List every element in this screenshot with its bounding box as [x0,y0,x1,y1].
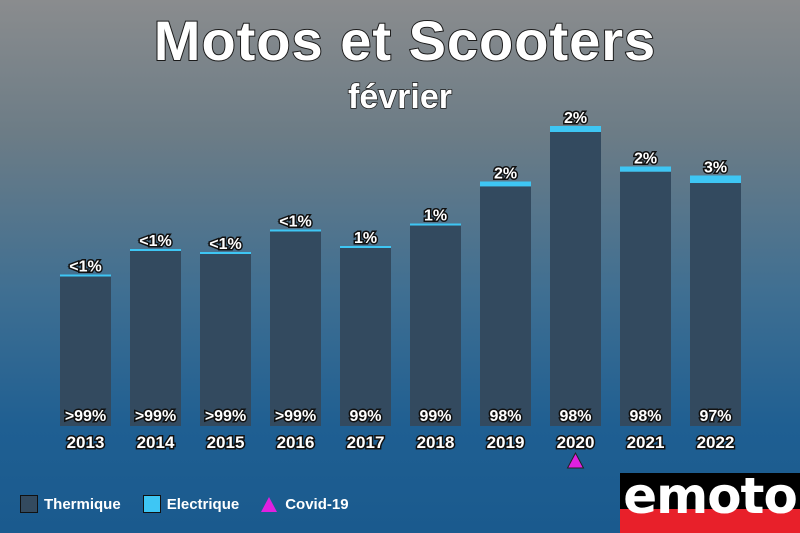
label-thermique-2017: 99% [349,408,381,425]
chart-subtitle: février [347,77,452,117]
x-tick-label-2019: 2019 [487,433,525,452]
bar-thermique-2014 [130,251,181,426]
bar-electrique-2015 [200,252,251,254]
x-tick-label-2013: 2013 [67,433,105,452]
bar-electrique-2014 [130,249,181,251]
logo-text: emoto [623,473,798,525]
label-electrique-2021: 2% [634,151,657,168]
covid-triangle-icon [261,496,278,512]
bar-electrique-2017 [340,246,391,248]
bar-electrique-2022 [690,175,741,184]
label-electrique-2015: <1% [209,236,241,253]
x-tick-label-2016: 2016 [277,433,315,452]
label-thermique-2014: >99% [135,408,176,425]
label-electrique-2014: <1% [139,233,171,250]
bar-thermique-2018 [410,225,461,426]
label-electrique-2016: <1% [279,214,311,231]
label-thermique-2021: 98% [629,408,661,425]
label-electrique-2017: 1% [354,230,377,247]
bar-electrique-2018 [410,223,461,226]
bar-thermique-2017 [340,248,391,426]
legend-item-covid: Covid-19 [261,495,349,513]
x-tick-label-2018: 2018 [417,433,455,452]
x-tick-label-2017: 2017 [347,433,385,452]
label-electrique-2018: 1% [424,208,447,225]
label-electrique-2019: 2% [494,166,517,183]
label-electrique-2022: 3% [704,160,727,177]
x-tick-label-2015: 2015 [207,433,245,452]
bar-electrique-2013 [60,274,111,277]
legend-item-thermique: Thermique [20,495,121,513]
chart-title: Motos et Scooters [153,8,657,73]
label-thermique-2020: 98% [559,408,591,425]
x-tick-label-2014: 2014 [137,433,175,452]
bar-thermique-2019 [480,186,531,426]
legend-label-electrique: Electrique [166,495,240,513]
label-electrique-2013: <1% [69,259,101,276]
x-tick-label-2022: 2022 [697,433,735,452]
bar-electrique-2016 [270,229,321,232]
legend-label-thermique: Thermique [44,495,121,513]
bar-thermique-2022 [690,183,741,426]
legend-swatch-electrique [142,495,161,513]
x-tick-label-2020: 2020 [557,433,595,452]
label-thermique-2019: 98% [489,408,521,425]
label-thermique-2013: >99% [65,408,106,425]
legend-label-covid: Covid-19 [285,495,349,513]
label-thermique-2015: >99% [205,408,246,425]
label-thermique-2018: 99% [419,408,451,425]
bar-chart: <1% >99% 2013 <1% >99% 2014 <1% >99% 2015 <1% >99%… [60,109,741,469]
legend-item-electrique: Electrique [142,495,240,513]
bar-thermique-2020 [550,132,601,426]
legend: Thermique Electrique Covid-19 [20,495,371,513]
logo-red-band [620,509,800,533]
label-thermique-2022: 97% [699,408,731,425]
bar-thermique-2013 [60,276,111,426]
bar-thermique-2021 [620,171,671,426]
bar-electrique-2020 [550,126,601,132]
label-electrique-2020: 2% [564,110,587,127]
bar-electrique-2019 [480,181,531,187]
bar-electrique-2021 [620,166,671,172]
legend-swatch-thermique [20,495,38,513]
bar-thermique-2016 [270,231,321,426]
bar-thermique-2015 [200,254,251,426]
covid-marker-2020 [566,451,585,469]
label-thermique-2016: >99% [275,408,316,425]
x-tick-label-2021: 2021 [627,433,665,452]
emoto-logo[interactable]: emoto [620,473,800,533]
